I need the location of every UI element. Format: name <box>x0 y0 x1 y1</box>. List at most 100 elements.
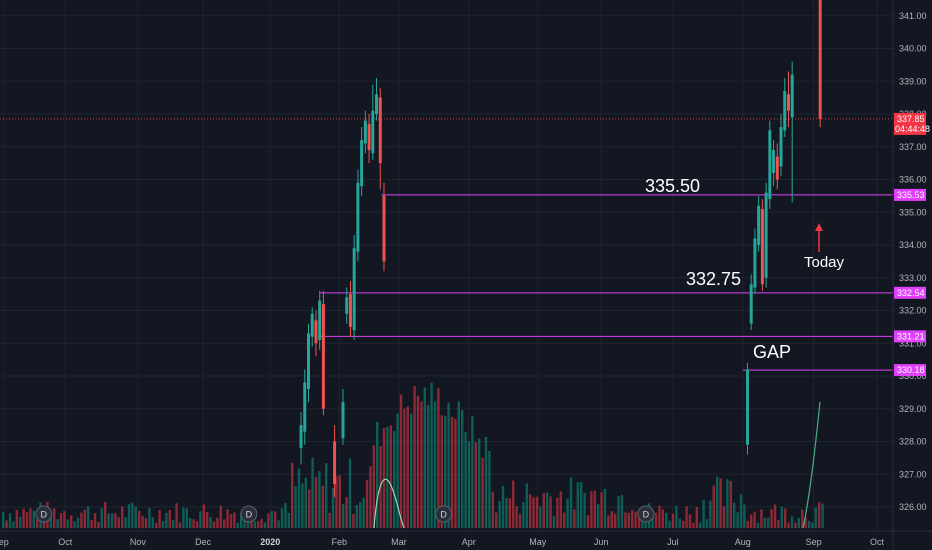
volume-bar <box>631 510 634 528</box>
volume-bar <box>563 512 566 528</box>
volume-bar <box>206 512 209 528</box>
volume-bar <box>427 405 430 528</box>
volume-bar <box>331 487 335 528</box>
volume-bar <box>386 426 389 528</box>
volume-bar <box>70 515 73 528</box>
dividend-letter: D <box>41 510 48 520</box>
volume-bar <box>413 386 416 528</box>
candle <box>382 182 386 272</box>
volume-bar <box>729 480 732 528</box>
candle <box>303 369 307 445</box>
candle-body <box>749 284 753 324</box>
volume-bar <box>535 496 539 528</box>
volume-bar <box>627 512 630 528</box>
volume-bar <box>260 518 263 528</box>
candle <box>306 323 310 403</box>
annotations: 335.50 332.75 GAP Today <box>645 176 845 362</box>
volume-bar <box>291 462 294 528</box>
volume-bar <box>454 418 457 528</box>
candle <box>363 110 367 154</box>
volume-bar <box>345 497 348 528</box>
volume-bar <box>464 431 467 528</box>
volume-bar <box>168 510 171 528</box>
volume-bar <box>777 520 780 528</box>
volume-bar <box>311 457 314 528</box>
volume-bar <box>226 509 229 528</box>
y-tick-label: 329.00 <box>899 404 927 414</box>
volume-bar <box>607 515 610 528</box>
volume-bar <box>457 401 460 528</box>
volume-bar <box>767 517 770 528</box>
bar-countdown-timer: 04:44:48 <box>895 124 930 134</box>
volume-bar <box>410 413 413 528</box>
volume-bar <box>699 522 702 528</box>
volume-bar <box>66 519 69 528</box>
x-tick-label: Oct <box>870 537 885 547</box>
y-tick-label: 326.00 <box>899 502 927 512</box>
volume-bar <box>257 521 260 528</box>
volume-ma-curve <box>373 478 405 529</box>
volume-bar <box>461 409 464 528</box>
volume-bar <box>172 520 175 528</box>
grid <box>0 0 893 531</box>
volume-bar <box>294 486 297 528</box>
volume-bar <box>87 506 90 528</box>
candle <box>786 71 790 128</box>
dividend-marker[interactable]: D <box>240 505 258 523</box>
last-price-tag <box>894 112 926 135</box>
dividend-icon <box>435 505 453 523</box>
volume-bar <box>790 516 794 528</box>
volume-bar <box>716 476 719 528</box>
dividend-marker[interactable]: D <box>35 505 53 523</box>
dividend-marker[interactable]: D <box>435 505 453 523</box>
volume-bar <box>165 512 168 528</box>
x-tick-label: 2020 <box>260 537 280 547</box>
candle <box>753 228 757 295</box>
x-tick-label: Mar <box>391 537 407 547</box>
volume-bar <box>597 504 600 528</box>
candle <box>321 290 325 416</box>
dividend-marker[interactable]: D <box>637 505 655 523</box>
candle <box>779 114 783 177</box>
candle <box>757 195 761 252</box>
dividend-letter: D <box>246 510 253 520</box>
volume-bar <box>532 497 535 528</box>
y-tick-label: 333.00 <box>899 273 927 283</box>
volume-bar <box>63 510 66 528</box>
volume-bar <box>437 388 440 528</box>
volume-bar <box>709 500 712 528</box>
x-tick-label: Aug <box>735 537 751 547</box>
volume-bar <box>382 428 386 528</box>
volume-bar <box>362 497 365 528</box>
candle-body <box>318 300 322 340</box>
candle-body <box>299 425 303 449</box>
candle-body <box>818 0 822 119</box>
volume-bar <box>529 494 532 528</box>
volume-bar <box>80 512 83 528</box>
volume-bar <box>403 408 406 528</box>
candle-body <box>786 94 790 111</box>
volume-bar <box>580 482 583 528</box>
volume-bar <box>692 522 695 528</box>
volume-bar <box>661 509 664 528</box>
volume-bar <box>151 517 154 528</box>
volume-bar <box>739 494 743 528</box>
volume-bar <box>158 510 161 528</box>
volume-bar <box>212 521 216 528</box>
candle <box>783 77 787 137</box>
volume-bar <box>240 513 243 528</box>
volume-bar <box>688 514 692 528</box>
volume-bar <box>93 513 97 528</box>
label-today: Today <box>804 254 845 271</box>
candles <box>299 0 822 498</box>
x-tick-label: Sep <box>806 537 822 547</box>
candle <box>318 290 322 350</box>
volume-bar <box>559 491 562 528</box>
volume-bar <box>685 506 688 528</box>
volume-bar <box>416 395 420 528</box>
volume-bar <box>811 522 814 528</box>
volume-bar <box>512 480 515 528</box>
dividend-icon <box>637 505 655 523</box>
volume-bar <box>342 503 345 528</box>
